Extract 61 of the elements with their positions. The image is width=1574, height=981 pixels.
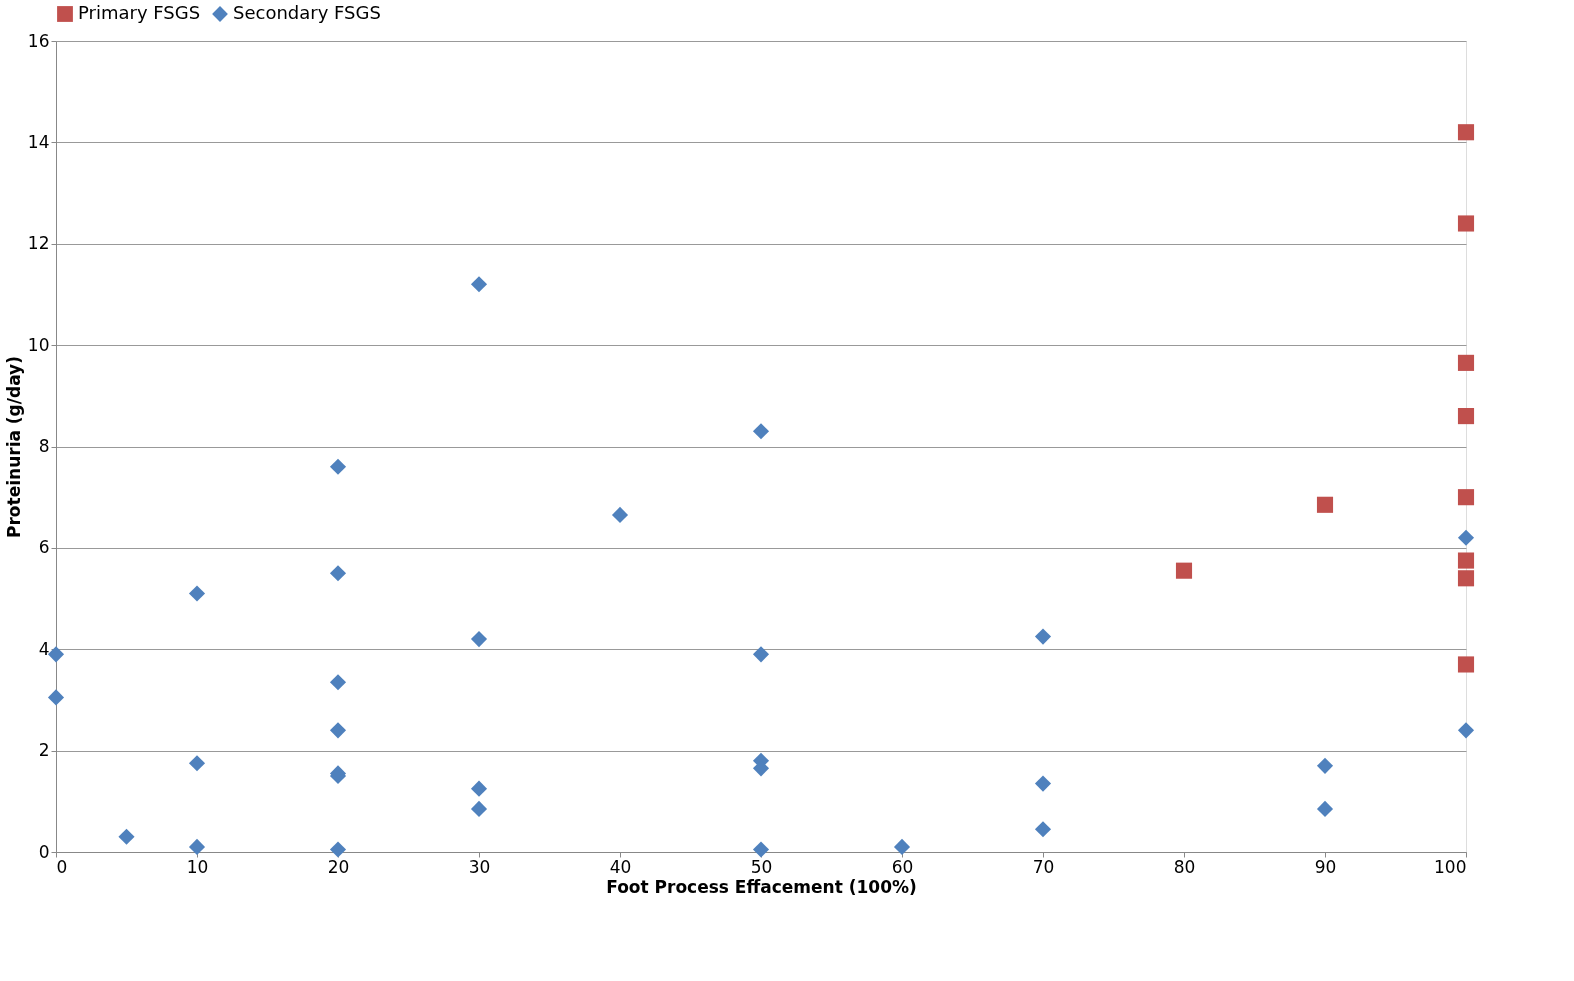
point — [470, 631, 488, 648]
y-tick-label: 4 — [38, 638, 50, 659]
point — [1316, 757, 1334, 774]
x-tick-label: 100 — [1434, 856, 1467, 877]
point — [1034, 821, 1052, 838]
point — [329, 458, 347, 475]
x-tick-label: 20 — [327, 856, 350, 877]
point — [47, 646, 65, 663]
point — [752, 423, 770, 440]
point — [470, 800, 488, 817]
point — [1034, 775, 1052, 792]
x-tick-label: 60 — [891, 856, 914, 877]
point — [752, 841, 770, 858]
point — [752, 646, 770, 663]
point — [470, 276, 488, 293]
y-axis-title: Proteinuria (g/day) — [3, 356, 24, 538]
x-tick-label: 0 — [56, 856, 68, 877]
legend-label: Primary FSGS — [78, 2, 201, 23]
point — [1457, 215, 1475, 232]
x-tick-label: 30 — [468, 856, 491, 877]
point — [1316, 496, 1334, 513]
point — [1034, 628, 1052, 645]
x-tick-label: 50 — [750, 856, 773, 877]
point — [470, 780, 488, 797]
point — [1457, 570, 1475, 587]
point — [1457, 552, 1475, 569]
point — [188, 755, 206, 772]
point — [1175, 562, 1193, 579]
point — [611, 506, 629, 523]
point — [1457, 529, 1475, 546]
y-tick-label: 8 — [38, 436, 50, 456]
y-tick-label: 0 — [38, 841, 50, 862]
x-axis-title: Foot Process Effacement (100%) — [606, 876, 917, 897]
point — [1457, 489, 1475, 506]
point — [118, 828, 135, 845]
point — [1316, 800, 1334, 817]
point — [329, 674, 347, 691]
point — [1457, 722, 1475, 739]
x-tick-label: 10 — [186, 856, 209, 877]
point — [329, 841, 347, 858]
y-tick-label: 2 — [38, 740, 50, 761]
x-tick-label: 90 — [1314, 856, 1337, 877]
y-tick-label: 6 — [38, 537, 50, 558]
y-tick-label: 16 — [27, 30, 50, 51]
point — [47, 689, 65, 706]
y-tick-label: 10 — [27, 334, 50, 355]
point — [188, 838, 206, 855]
point — [188, 585, 206, 602]
point — [1457, 124, 1475, 141]
point — [329, 565, 347, 582]
point — [1457, 408, 1475, 425]
point — [1457, 354, 1475, 371]
x-tick-label: 70 — [1032, 856, 1055, 877]
legend-label: Secondary FSGS — [233, 2, 381, 23]
point — [329, 722, 347, 739]
x-tick-label: 40 — [609, 856, 632, 877]
y-tick-label: 12 — [27, 233, 50, 254]
point — [1457, 656, 1475, 673]
y-tick-label: 14 — [27, 131, 50, 152]
x-tick-label: 80 — [1173, 856, 1196, 877]
point — [893, 838, 911, 855]
